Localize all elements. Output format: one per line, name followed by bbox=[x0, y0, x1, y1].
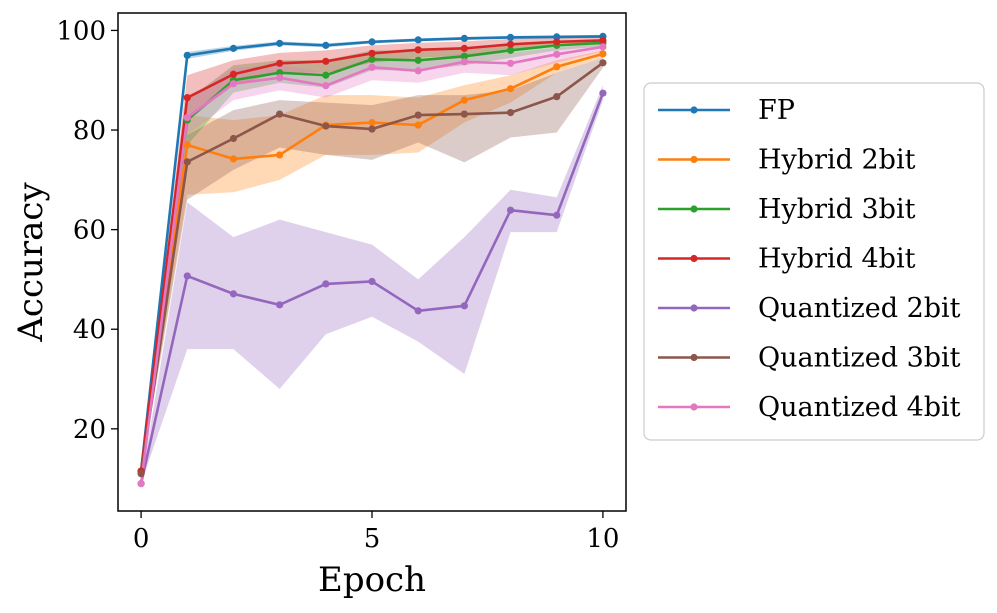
y-tick-label-40: 40 bbox=[73, 315, 106, 345]
point-hybrid-4bit-4 bbox=[322, 57, 330, 65]
point-quantized-3bit-2 bbox=[229, 134, 238, 143]
point-fp-1 bbox=[183, 51, 191, 59]
legend-marker-quantized-2bit bbox=[690, 304, 698, 312]
legend-label-quantized-2bit: Quantized 2bit bbox=[758, 293, 961, 324]
point-hybrid-4bit-6 bbox=[414, 46, 422, 54]
x-tick-label-0: 0 bbox=[133, 524, 150, 554]
point-quantized-2bit-5 bbox=[368, 277, 376, 286]
point-quantized-4bit-2 bbox=[229, 80, 238, 88]
point-quantized-4bit-10 bbox=[599, 43, 607, 51]
y-tick-label-60: 60 bbox=[73, 216, 106, 246]
point-hybrid-2bit-8 bbox=[506, 85, 515, 93]
point-hybrid-2bit-9 bbox=[553, 63, 561, 71]
y-tick-label-80: 80 bbox=[73, 116, 106, 146]
point-quantized-4bit-1 bbox=[183, 113, 191, 122]
legend: FP Hybrid 2bit Hybrid 3bit Hybrid 4bit Quant… bbox=[643, 82, 985, 441]
point-hybrid-3bit-4 bbox=[322, 71, 330, 79]
point-quantized-2bit-9 bbox=[553, 211, 561, 219]
point-quantized-2bit-3 bbox=[276, 301, 284, 309]
point-quantized-3bit-8 bbox=[506, 109, 515, 117]
point-hybrid-4bit-5 bbox=[368, 49, 376, 57]
point-quantized-4bit-9 bbox=[553, 50, 561, 58]
point-fp-3 bbox=[276, 39, 284, 47]
point-quantized-4bit-7 bbox=[460, 58, 468, 66]
point-hybrid-2bit-5 bbox=[368, 118, 376, 127]
legend-label-hybrid-4bit: Hybrid 4bit bbox=[758, 244, 916, 275]
x-axis-label: Epoch bbox=[318, 560, 426, 600]
legend-marker-hybrid-4bit bbox=[690, 254, 698, 263]
series-markers bbox=[137, 32, 607, 488]
point-quantized-3bit-0 bbox=[137, 470, 145, 478]
y-tick-label-20: 20 bbox=[73, 415, 106, 445]
point-fp-9 bbox=[553, 33, 561, 41]
legend-marker-hybrid-3bit bbox=[690, 205, 698, 213]
point-quantized-2bit-4 bbox=[322, 280, 330, 288]
point-quantized-2bit-8 bbox=[506, 206, 515, 214]
point-hybrid-4bit-2 bbox=[229, 70, 238, 78]
point-quantized-4bit-0 bbox=[137, 480, 145, 488]
point-quantized-3bit-5 bbox=[368, 125, 376, 133]
point-hybrid-3bit-3 bbox=[276, 69, 284, 77]
point-quantized-3bit-10 bbox=[599, 59, 607, 67]
legend-marker-quantized-4bit bbox=[690, 403, 698, 411]
point-hybrid-3bit-7 bbox=[460, 52, 468, 60]
legend-label-quantized-3bit: Quantized 3bit bbox=[758, 343, 961, 374]
y-axis-label: Accuracy bbox=[11, 182, 51, 343]
point-quantized-4bit-4 bbox=[322, 82, 330, 90]
point-quantized-2bit-10 bbox=[599, 89, 607, 97]
point-hybrid-3bit-5 bbox=[368, 55, 376, 63]
band-hybrid-4bit bbox=[141, 36, 603, 472]
point-hybrid-4bit-1 bbox=[183, 94, 191, 102]
point-quantized-3bit-3 bbox=[276, 110, 284, 118]
point-quantized-2bit-7 bbox=[460, 302, 468, 310]
point-quantized-4bit-8 bbox=[506, 59, 515, 67]
x-axis-ticks: 0 5 10 bbox=[133, 511, 619, 554]
point-quantized-3bit-4 bbox=[322, 122, 330, 130]
point-hybrid-2bit-1 bbox=[183, 141, 191, 149]
point-hybrid-4bit-7 bbox=[460, 44, 468, 52]
x-tick-label-10: 10 bbox=[586, 524, 619, 554]
point-quantized-4bit-5 bbox=[368, 63, 376, 71]
point-fp-6 bbox=[414, 36, 422, 44]
legend-frame bbox=[643, 82, 985, 441]
point-hybrid-3bit-6 bbox=[414, 56, 422, 64]
point-fp-8 bbox=[506, 33, 515, 42]
legend-label-hybrid-2bit: Hybrid 2bit bbox=[758, 145, 916, 176]
point-quantized-3bit-9 bbox=[553, 93, 561, 101]
y-axis-ticks: 20 40 60 80 100 bbox=[56, 16, 118, 445]
point-quantized-2bit-6 bbox=[414, 307, 422, 315]
point-quantized-4bit-3 bbox=[276, 74, 284, 82]
x-tick-label-5: 5 bbox=[364, 524, 381, 554]
point-hybrid-4bit-3 bbox=[276, 59, 284, 67]
legend-label-hybrid-3bit: Hybrid 3bit bbox=[758, 194, 916, 225]
legend-marker-fp bbox=[690, 106, 698, 114]
band-hybrid-2bit bbox=[141, 50, 603, 472]
point-quantized-2bit-1 bbox=[183, 272, 191, 280]
point-hybrid-2bit-10 bbox=[599, 50, 607, 58]
point-fp-4 bbox=[322, 41, 330, 49]
point-quantized-3bit-7 bbox=[460, 110, 468, 118]
legend-marker-hybrid-2bit bbox=[690, 155, 698, 164]
point-quantized-3bit-1 bbox=[183, 158, 191, 166]
point-quantized-4bit-6 bbox=[414, 67, 422, 75]
point-hybrid-4bit-10 bbox=[599, 36, 607, 44]
point-hybrid-3bit-8 bbox=[506, 46, 515, 54]
legend-label-quantized-4bit: Quantized 4bit bbox=[758, 392, 961, 423]
point-fp-7 bbox=[460, 34, 468, 43]
point-hybrid-2bit-3 bbox=[276, 151, 284, 159]
point-hybrid-2bit-6 bbox=[414, 121, 422, 129]
point-hybrid-4bit-9 bbox=[553, 38, 561, 46]
point-hybrid-4bit-8 bbox=[506, 40, 515, 48]
point-hybrid-2bit-2 bbox=[229, 155, 238, 163]
legend-label-fp: FP bbox=[758, 95, 795, 126]
point-hybrid-2bit-7 bbox=[460, 96, 468, 104]
point-fp-2 bbox=[229, 44, 238, 52]
y-tick-label-100: 100 bbox=[56, 16, 106, 46]
point-quantized-2bit-2 bbox=[229, 290, 238, 298]
point-fp-5 bbox=[368, 38, 376, 46]
point-quantized-3bit-6 bbox=[414, 111, 422, 119]
legend-marker-quantized-3bit bbox=[690, 353, 698, 362]
